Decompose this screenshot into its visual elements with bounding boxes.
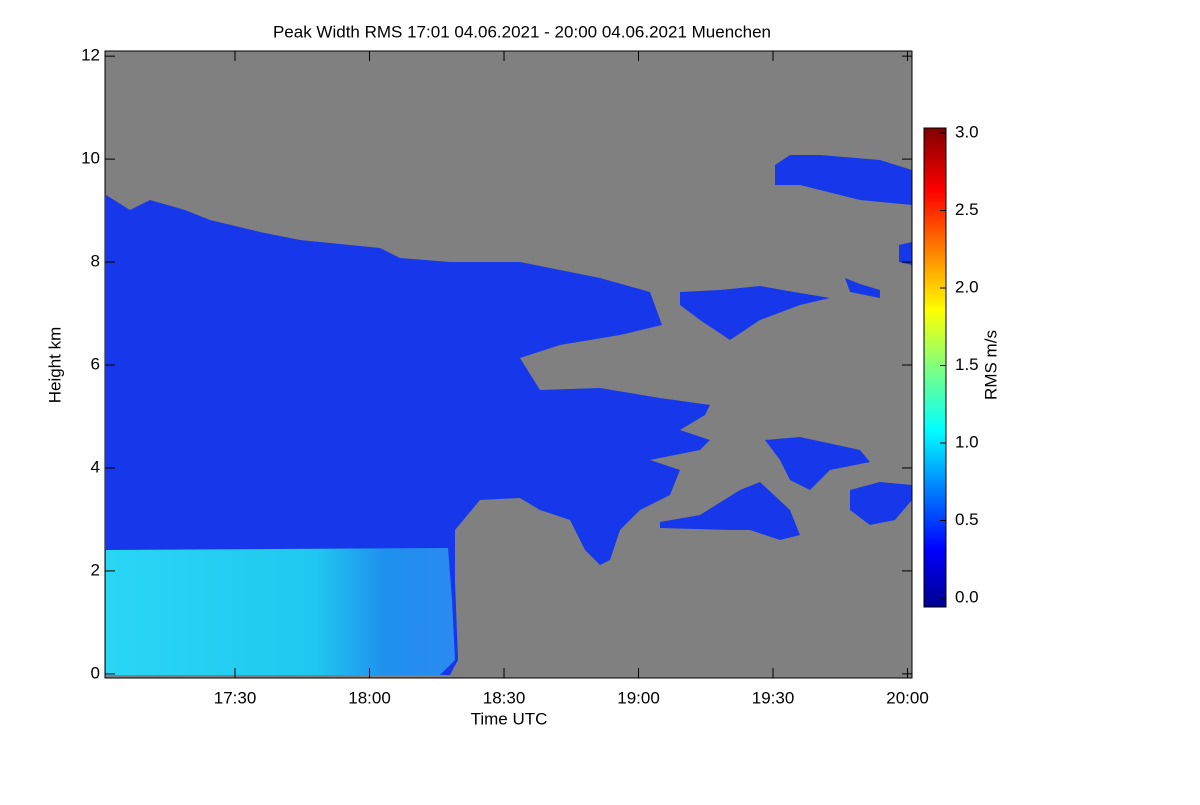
colorbar-tick-label: 1.5 [955, 355, 979, 374]
y-axis-label: Height km [45, 327, 64, 404]
colorbar-tick-label: 2.0 [955, 277, 979, 296]
echo-region [765, 437, 870, 490]
y-tick-label: 12 [81, 46, 100, 65]
x-tick-label: 17:30 [214, 688, 257, 707]
echo-region [775, 155, 912, 205]
y-tick-label: 4 [91, 457, 100, 476]
echo-region [899, 242, 912, 265]
colorbar-tick-label: 0.5 [955, 510, 979, 529]
x-tick-label: 18:30 [483, 688, 526, 707]
colorbar-tick-label: 0.0 [955, 587, 979, 606]
x-tick-label: 19:00 [617, 688, 660, 707]
y-tick-label: 6 [91, 354, 100, 373]
y-tick-label: 8 [91, 252, 100, 271]
echo-region [660, 482, 800, 540]
colorbar-label: RMS m/s [981, 330, 1000, 400]
echo-region [680, 286, 830, 340]
plot-frame [104, 50, 913, 679]
colorbar-tick-label: 3.0 [955, 122, 979, 141]
x-axis-label: Time UTC [471, 709, 548, 728]
chart-title: Peak Width RMS 17:01 04.06.2021 - 20:00 … [273, 22, 771, 41]
echo-region [106, 548, 455, 675]
echo-region [850, 482, 912, 525]
plot-area [104, 50, 913, 679]
echo-region [845, 278, 880, 298]
colorbar-tick-label: 1.0 [955, 432, 979, 451]
colorbar [923, 127, 947, 608]
x-tick-label: 20:00 [886, 688, 929, 707]
y-tick-label: 10 [81, 149, 100, 168]
x-tick-label: 19:30 [752, 688, 795, 707]
colorbar-tick-label: 2.5 [955, 200, 979, 219]
y-tick-label: 2 [91, 560, 100, 579]
y-tick-label: 0 [91, 663, 100, 682]
x-tick-label: 18:00 [348, 688, 391, 707]
